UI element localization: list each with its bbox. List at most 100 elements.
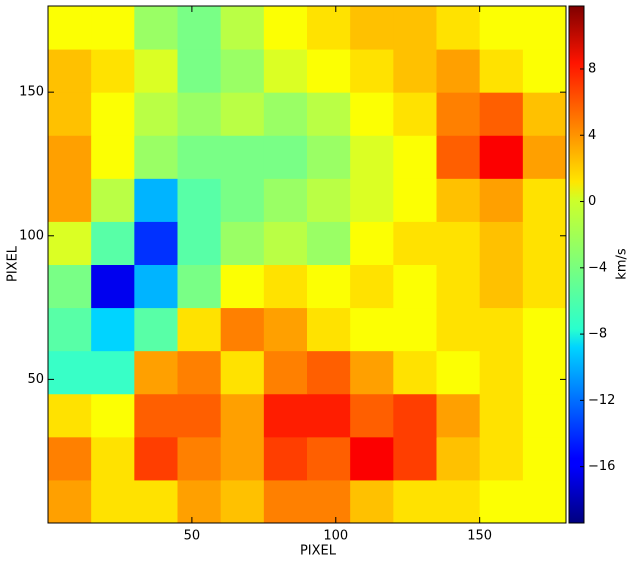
cell (350, 178, 394, 222)
cell (263, 6, 308, 50)
colorbar-tick-label: 0 (588, 194, 596, 209)
cell (220, 350, 265, 395)
cell (220, 49, 265, 93)
cell (522, 479, 566, 523)
cell (307, 178, 351, 222)
cell (393, 436, 437, 481)
cell (393, 49, 437, 93)
cell (393, 178, 437, 222)
cell (479, 135, 524, 179)
cell (134, 6, 178, 50)
cell (263, 350, 308, 395)
cell (263, 221, 308, 265)
cell (134, 221, 178, 265)
cell (91, 6, 135, 50)
colorbar-label: km/s (615, 248, 630, 280)
cell (436, 307, 481, 352)
cell (48, 221, 92, 265)
cell (393, 393, 437, 438)
cell (307, 393, 351, 438)
cell (263, 393, 308, 438)
plot-frame (47, 5, 567, 524)
cell (134, 49, 178, 93)
cell (48, 307, 92, 352)
cell (134, 264, 178, 309)
cell (307, 135, 351, 179)
cell (48, 92, 92, 136)
cell (436, 436, 481, 481)
cell (350, 479, 394, 523)
cell (522, 436, 566, 481)
cell (134, 135, 178, 179)
cell (220, 92, 265, 136)
cell (522, 92, 566, 136)
cell (177, 92, 222, 136)
cell (436, 393, 481, 438)
cell (350, 307, 394, 352)
cell (522, 178, 566, 222)
cell (177, 135, 222, 179)
cell (350, 49, 394, 93)
cell (91, 92, 135, 136)
cell (522, 6, 566, 50)
cell (177, 264, 222, 309)
cell (134, 350, 178, 395)
cell (522, 135, 566, 179)
cell (350, 264, 394, 309)
y-axis-label: PIXEL (6, 245, 21, 282)
cell (134, 479, 178, 523)
cell (393, 135, 437, 179)
cell (393, 479, 437, 523)
cell (522, 49, 566, 93)
cell (393, 92, 437, 136)
cell (220, 178, 265, 222)
cell (479, 307, 524, 352)
cell (263, 92, 308, 136)
colorbar-tick-label: −4 (588, 260, 607, 275)
cell (48, 479, 92, 523)
cell (91, 135, 135, 179)
cell (522, 393, 566, 438)
cell (263, 135, 308, 179)
cell (134, 178, 178, 222)
cell (48, 393, 92, 438)
cell (307, 6, 351, 50)
cell (220, 436, 265, 481)
cell (307, 221, 351, 265)
cell (436, 350, 481, 395)
cell (307, 49, 351, 93)
cell (350, 436, 394, 481)
cell (263, 307, 308, 352)
y-tick-label: 100 (19, 228, 44, 243)
cell (220, 135, 265, 179)
cell (48, 6, 92, 50)
cell (220, 307, 265, 352)
cell (263, 49, 308, 93)
cell (48, 350, 92, 395)
cell (177, 49, 222, 93)
cell (134, 307, 178, 352)
cell (307, 264, 351, 309)
cell (91, 350, 135, 395)
cell (91, 178, 135, 222)
cell (479, 49, 524, 93)
cell (479, 92, 524, 136)
cell (393, 6, 437, 50)
cell (134, 92, 178, 136)
cell (48, 135, 92, 179)
cell (91, 393, 135, 438)
x-tick-label: 150 (467, 529, 492, 544)
cell (307, 92, 351, 136)
cell (393, 350, 437, 395)
cell (350, 6, 394, 50)
cell (177, 393, 222, 438)
cell (220, 479, 265, 523)
cell (393, 221, 437, 265)
cell (91, 49, 135, 93)
cell (436, 6, 481, 50)
cell (263, 178, 308, 222)
cell (220, 221, 265, 265)
cell (479, 479, 524, 523)
cell (134, 436, 178, 481)
